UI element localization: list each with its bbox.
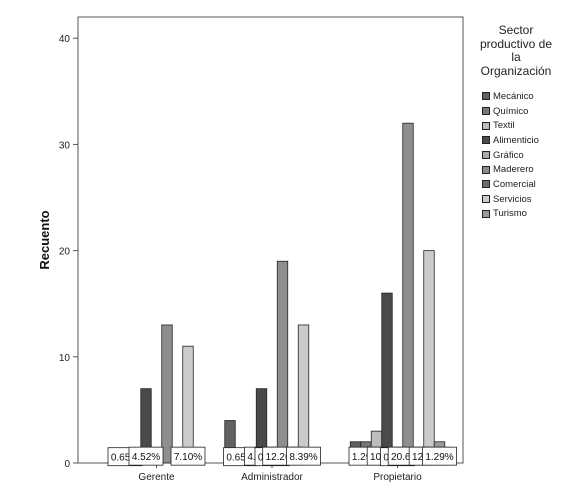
legend-label: Maderero: [493, 164, 534, 176]
legend-label: Alimenticio: [493, 134, 539, 146]
legend-swatch: [482, 151, 490, 160]
bar: [182, 345, 194, 464]
legend-entry: Gráfico: [482, 148, 539, 163]
y-tick-label: 10: [59, 353, 71, 364]
legend-entry: Mecánico: [482, 89, 539, 104]
legend-swatch: [482, 180, 490, 189]
bar: [402, 122, 414, 464]
legend-swatch: [482, 107, 490, 116]
bar: [276, 260, 289, 464]
legend-swatch: [482, 121, 490, 130]
data-label: 20.65%: [391, 452, 425, 463]
legend-entry: Maderero: [482, 162, 539, 177]
data-label: 8.39%: [289, 452, 317, 463]
legend-entry: Turismo: [482, 207, 539, 222]
legend-title: Sector productivo de la Organización: [479, 23, 553, 78]
y-tick-label: 30: [59, 140, 71, 151]
legend-entry: Comercial: [482, 177, 539, 192]
data-label: 0.65%: [111, 453, 139, 464]
bar: [297, 324, 310, 464]
x-tick-label: Propietario: [373, 472, 422, 483]
data-label: 12.26%: [266, 452, 300, 463]
legend-swatch: [482, 165, 490, 174]
y-tick-label: 20: [59, 247, 71, 258]
legend: Mecánico Químico Textil Alimenticio Gráfico M…: [482, 89, 539, 221]
data-label-box: [170, 446, 206, 466]
y-axis-label: Recuento: [37, 210, 52, 269]
legend-label: Comercial: [493, 178, 536, 190]
x-tick-label: Gerente: [138, 472, 175, 483]
legend-entry: Alimenticio: [482, 133, 539, 148]
bar: [381, 292, 393, 464]
x-tick-label: Administrador: [241, 472, 303, 483]
data-label: 1.29%: [352, 452, 380, 463]
legend-swatch: [482, 195, 490, 204]
legend-swatch: [482, 136, 490, 145]
data-label: 0.65%: [226, 453, 254, 464]
data-label: 4.52%: [132, 452, 160, 463]
legend-label: Mecánico: [493, 90, 534, 102]
bar: [423, 250, 435, 464]
legend-entry: Servicios: [482, 192, 539, 207]
legend-label: Químico: [493, 105, 529, 117]
legend-label: Textil: [493, 120, 515, 132]
legend-entry: Químico: [482, 104, 539, 119]
legend-entry: Textil: [482, 118, 539, 133]
y-tick-label: 0: [64, 459, 70, 470]
legend-label: Gráfico: [493, 149, 524, 161]
data-label: 1.29%: [425, 452, 453, 463]
legend-swatch: [482, 209, 490, 218]
y-tick-label: 40: [59, 34, 71, 45]
bar: [161, 324, 173, 464]
data-label-box: [286, 446, 321, 466]
data-label-box: [422, 446, 457, 466]
legend-swatch: [482, 92, 490, 101]
data-label: 7.10%: [174, 452, 202, 463]
legend-label: Servicios: [493, 193, 532, 205]
data-label-box: [128, 446, 164, 466]
legend-label: Turismo: [493, 208, 527, 220]
